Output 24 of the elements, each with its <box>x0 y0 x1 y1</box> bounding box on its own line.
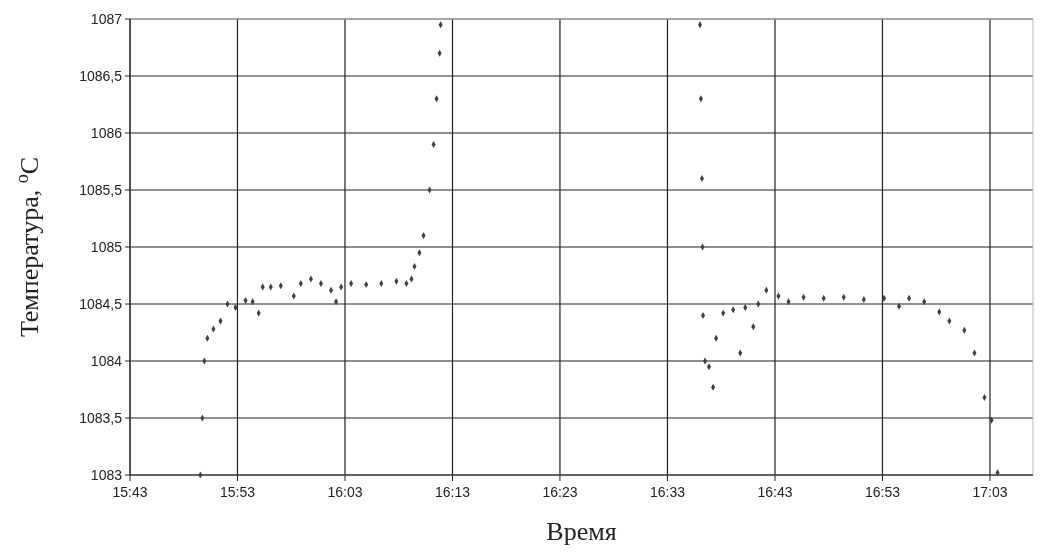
point <box>404 280 409 287</box>
x-tick-label: 15:43 <box>112 484 148 500</box>
y-tick-label: 1086 <box>90 125 123 141</box>
y-tick-label: 1087 <box>90 11 123 27</box>
x-tick-label: 17:03 <box>972 484 1008 500</box>
x-tick-label: 16:13 <box>434 484 471 500</box>
y-tick-label: 1085,5 <box>79 182 123 198</box>
y-tick-label: 1083 <box>90 467 123 483</box>
x-tick-label: 16:53 <box>864 484 901 500</box>
x-tick-label: 15:53 <box>219 484 256 500</box>
point <box>349 280 354 287</box>
y-tick-label: 1085 <box>90 239 123 255</box>
y-tick-label: 1086,5 <box>79 68 123 84</box>
x-tick-label: 16:43 <box>757 484 793 500</box>
y-tick-label: 1084 <box>90 353 123 369</box>
x-tick-label: 16:03 <box>327 484 363 500</box>
x-tick-label: 16:23 <box>542 484 578 500</box>
point <box>298 280 303 287</box>
point <box>982 394 987 401</box>
point <box>379 280 384 287</box>
y-tick-label: 1084,5 <box>79 296 123 312</box>
x-tick-label: 16:33 <box>649 484 686 500</box>
x-axis-title: Время <box>546 517 617 546</box>
y-tick-label: 1083,5 <box>79 410 123 426</box>
